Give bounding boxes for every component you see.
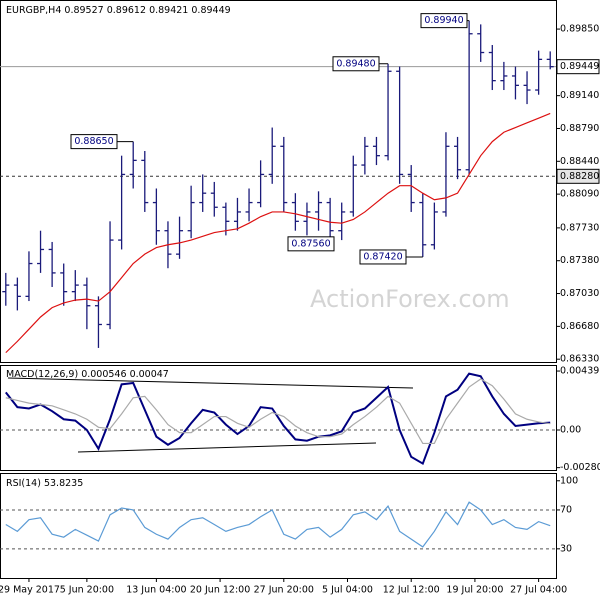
annotation-box xyxy=(359,249,407,265)
annotation-label: 0.89480 xyxy=(336,58,375,69)
y-tick-label: 0.88440 xyxy=(560,156,599,167)
y-tick-label: 0.88090 xyxy=(560,189,599,200)
price-box xyxy=(556,59,600,75)
y-tick-label: 0.89850 xyxy=(560,24,599,35)
last-high: 0.89612 xyxy=(107,5,146,16)
annotation-box xyxy=(420,13,468,29)
x-tick-label: 12 Jul 12:00 xyxy=(383,585,440,596)
signal-last: 0.00047 xyxy=(130,369,169,380)
series-line xyxy=(5,372,551,466)
macd-last: 0.000546 xyxy=(81,369,126,380)
x-tick-label: 13 Jun 04:00 xyxy=(126,585,186,596)
rsi-last: 53.8235 xyxy=(44,478,83,489)
y-tick-label: 0.87730 xyxy=(560,222,599,233)
x-tick-label: 5 Jul 04:00 xyxy=(322,585,373,596)
price-frame xyxy=(0,0,557,363)
rsi-title: RSI(14) 53.8235 xyxy=(6,478,83,489)
trend-line xyxy=(7,377,414,389)
y-tick-label: 0.88790 xyxy=(560,123,599,134)
rsi-frame xyxy=(0,473,557,579)
last-open: 0.89527 xyxy=(64,5,103,16)
symbol: EURGBP,H4 xyxy=(6,5,61,16)
y-tick-label: 0.00439 xyxy=(560,366,599,377)
last-low: 0.89421 xyxy=(149,5,188,16)
y-tick-label: 0.87380 xyxy=(560,255,599,266)
series-line xyxy=(5,501,551,548)
watermark: ActionForex.com xyxy=(310,285,510,313)
trend-line xyxy=(77,442,377,453)
price-label: 0.88280 xyxy=(560,171,599,182)
x-tick-label: 20 Jun 12:00 xyxy=(190,585,250,596)
annotation-box xyxy=(332,56,380,72)
y-tick-label: 0.87030 xyxy=(560,288,599,299)
annotation-label: 0.88650 xyxy=(74,136,113,147)
price-label: 0.89449 xyxy=(560,61,599,72)
price-title: EURGBP,H4 0.89527 0.89612 0.89421 0.8944… xyxy=(6,5,231,16)
y-tick-label: -0.002805 xyxy=(560,462,600,473)
rsi-name: RSI(14) xyxy=(6,478,41,489)
x-tick-label: 29 May 2017 xyxy=(0,585,60,596)
x-tick-label: 27 Jun 20:00 xyxy=(254,585,314,596)
y-tick-label: 70 xyxy=(560,504,572,515)
x-tick-label: 5 Jun 20:00 xyxy=(60,585,114,596)
annotation-box xyxy=(70,134,118,150)
annotation-box xyxy=(287,236,335,252)
y-tick-label: 0.89140 xyxy=(560,90,599,101)
series-line xyxy=(5,378,551,445)
annotation-label: 0.89940 xyxy=(424,15,463,26)
macd-name: MACD(12,26,9) xyxy=(6,369,78,380)
annotation-label: 0.87420 xyxy=(363,251,402,262)
x-tick-label: 19 Jul 20:00 xyxy=(446,585,503,596)
y-tick-label: 30 xyxy=(560,543,572,554)
y-tick-label: 0.00 xyxy=(560,424,581,435)
last-close: 0.89449 xyxy=(191,5,230,16)
y-tick-label: 0.86680 xyxy=(560,321,599,332)
price-box xyxy=(556,168,600,184)
y-tick-label: 0.86330 xyxy=(560,354,599,365)
y-tick-label: 100 xyxy=(560,475,578,486)
macd-title: MACD(12,26,9) 0.000546 0.00047 xyxy=(6,369,169,380)
series-line xyxy=(5,112,551,354)
annotation-label: 0.87560 xyxy=(291,238,330,249)
x-tick-label: 27 Jul 04:00 xyxy=(510,585,567,596)
